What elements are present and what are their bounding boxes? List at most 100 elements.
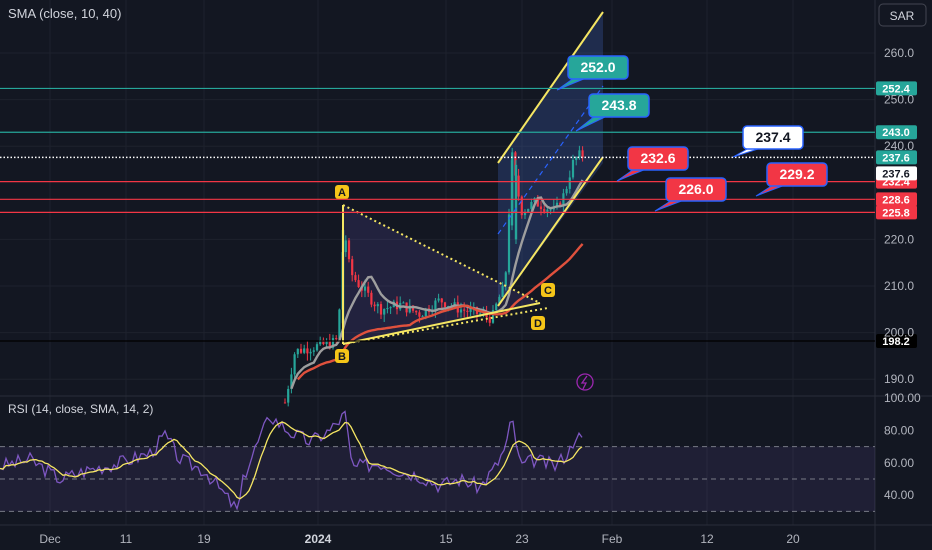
- axes: 260.0 250.0 240.0 220.0 210.0 200.0 190.0 100.0…: [39, 46, 921, 546]
- svg-text:D: D: [534, 318, 542, 330]
- svg-text:225.8: 225.8: [882, 207, 910, 219]
- candle: [386, 301, 389, 314]
- svg-text:252.4: 252.4: [882, 83, 910, 95]
- callout-229.2[interactable]: 229.2: [755, 162, 828, 197]
- rsi-tick: 60.00: [884, 456, 914, 470]
- candle: [283, 398, 287, 404]
- bolt-icon[interactable]: [576, 373, 594, 391]
- candle: [415, 310, 418, 315]
- callout-243.8[interactable]: 243.8: [575, 93, 650, 132]
- sma-10-line: [290, 179, 584, 390]
- price-tick: 200.0: [884, 326, 914, 340]
- candle: [523, 209, 527, 219]
- callout-226.0[interactable]: 226.0: [654, 177, 727, 212]
- svg-text:B: B: [338, 351, 346, 363]
- svg-text:232.6: 232.6: [640, 150, 675, 166]
- level-243.0: 243.0: [0, 125, 917, 140]
- candle: [357, 274, 360, 288]
- candle: [344, 235, 347, 257]
- time-tick: 23: [515, 532, 529, 546]
- price-tick: 190.0: [884, 372, 914, 386]
- time-tick: 19: [197, 532, 211, 546]
- svg-text:252.0: 252.0: [580, 59, 615, 75]
- pattern-point-d[interactable]: D: [531, 316, 545, 330]
- svg-text:229.2: 229.2: [779, 166, 814, 182]
- candle: [510, 155, 514, 231]
- candle: [437, 293, 440, 303]
- candle: [303, 344, 306, 355]
- candle: [440, 297, 443, 309]
- svg-text:237.6: 237.6: [882, 168, 910, 180]
- candle: [354, 271, 357, 283]
- candle: [498, 294, 501, 304]
- time-tick: 15: [439, 532, 453, 546]
- svg-text:237.6: 237.6: [882, 152, 910, 164]
- svg-text:198.2: 198.2: [882, 336, 910, 348]
- candle: [383, 308, 386, 322]
- rsi-tick: 100.00: [884, 391, 921, 405]
- candle: [367, 281, 370, 297]
- candle: [315, 342, 319, 352]
- level-228.6: 228.6: [0, 192, 917, 207]
- candle: [338, 308, 341, 341]
- candle: [501, 281, 504, 298]
- callout-237.4[interactable]: 237.4: [732, 125, 804, 158]
- pattern-point-b[interactable]: B: [335, 349, 349, 363]
- candle: [309, 348, 312, 361]
- pattern-point-c[interactable]: C: [541, 283, 555, 297]
- time-tick: 20: [786, 532, 800, 546]
- svg-text:237.4: 237.4: [755, 129, 790, 145]
- pattern-line-ac: [342, 204, 541, 304]
- candle: [578, 145, 581, 160]
- candle: [517, 168, 520, 201]
- candle: [421, 314, 424, 318]
- svg-text:243.8: 243.8: [601, 97, 636, 113]
- current-price-tag: 237.6: [876, 166, 917, 181]
- pattern-point-a[interactable]: A: [335, 185, 349, 199]
- candle: [575, 156, 578, 166]
- candle: [488, 314, 491, 327]
- time-tick: Dec: [39, 532, 60, 546]
- level-237.6: 237.6: [0, 150, 917, 165]
- price-tick: 240.0: [884, 139, 914, 153]
- candle: [347, 237, 351, 263]
- rsi-tick: 80.00: [884, 423, 914, 437]
- level-225.8: 225.8: [0, 205, 917, 220]
- callout-232.6[interactable]: 232.6: [616, 146, 689, 182]
- time-tick: 2024: [305, 532, 332, 546]
- candle: [507, 208, 511, 275]
- candle: [325, 338, 328, 347]
- currency-button[interactable]: SAR: [878, 3, 927, 27]
- price-tick: 260.0: [884, 46, 914, 60]
- rsi-pane: [0, 410, 875, 512]
- time-tick: Feb: [602, 532, 623, 546]
- candle: [389, 306, 392, 314]
- candle: [351, 255, 354, 282]
- currency-label: SAR: [890, 9, 915, 23]
- candle: [373, 301, 376, 312]
- callout-252.0[interactable]: 252.0: [556, 55, 629, 91]
- time-tick: 11: [120, 532, 133, 546]
- rsi-sma-line: [0, 421, 583, 500]
- price-tick: 210.0: [884, 279, 914, 293]
- candle: [402, 301, 405, 304]
- candle: [571, 154, 575, 180]
- candle: [306, 341, 309, 361]
- moving-averages: [290, 179, 584, 390]
- rsi-line: [0, 410, 583, 511]
- price-tick: 250.0: [884, 93, 914, 107]
- level-252.4: 252.4: [0, 81, 917, 96]
- candle: [514, 160, 518, 245]
- indicator-label: SMA (close, 10, 40): [8, 6, 121, 21]
- svg-text:226.0: 226.0: [678, 181, 713, 197]
- candle: [376, 302, 379, 314]
- candle: [312, 347, 315, 356]
- channel-mid: [497, 85, 604, 235]
- candle: [581, 146, 584, 162]
- sma-40-line: [296, 243, 584, 381]
- channel-upper: [497, 11, 604, 164]
